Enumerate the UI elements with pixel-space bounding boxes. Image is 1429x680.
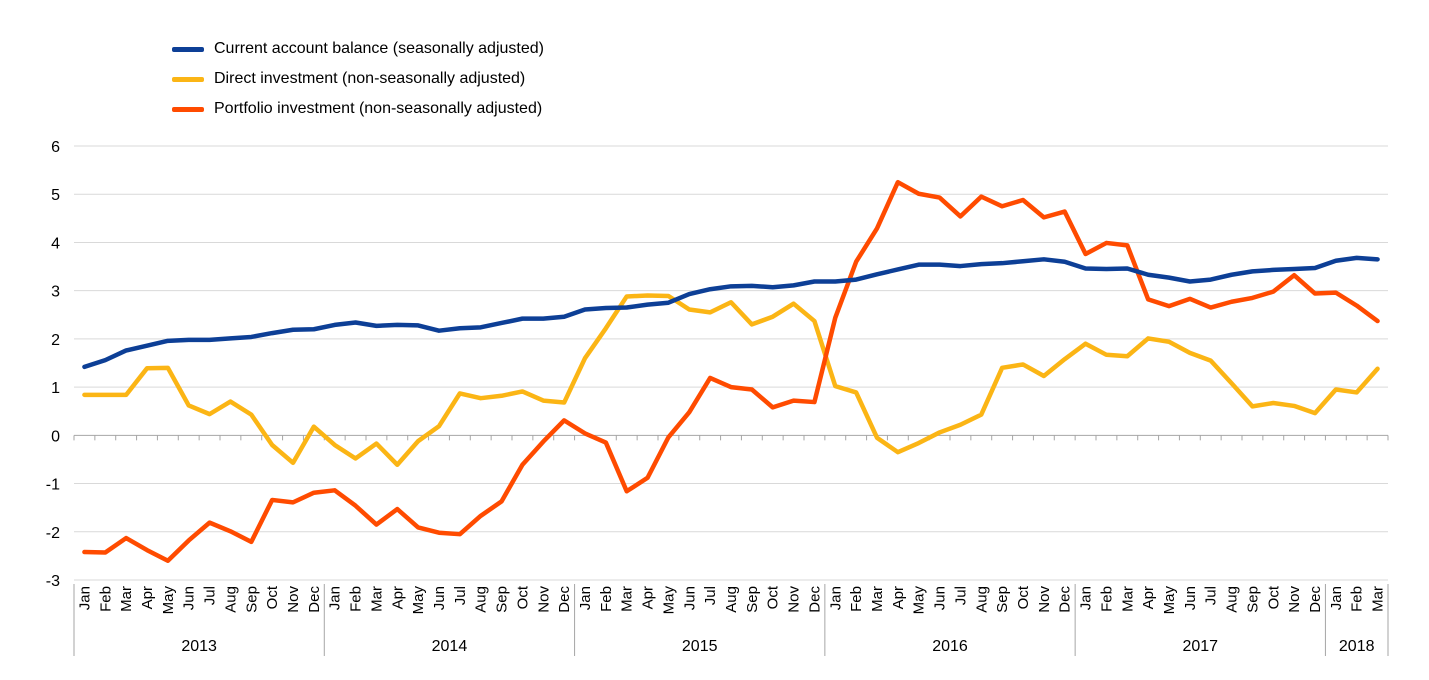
x-month-label: Jan (1078, 586, 1095, 610)
x-month-label: Jul (1203, 586, 1220, 605)
x-month-label: Oct (1265, 585, 1282, 609)
legend-item-portfolio-investment: Portfolio investment (non-seasonally adj… (172, 94, 544, 124)
x-month-label: Apr (1140, 586, 1157, 609)
x-month-label: Jul (702, 586, 719, 605)
x-month-label: Feb (848, 586, 865, 612)
y-tick-label: -3 (46, 573, 60, 590)
x-month-label: Nov (786, 586, 803, 613)
x-month-label: Mar (368, 586, 385, 612)
x-month-label: Nov (535, 586, 552, 613)
gridlines (74, 145, 1388, 581)
legend-swatch-direct-investment (172, 76, 204, 82)
x-month-label: Jun (932, 586, 949, 610)
x-month-label: Apr (139, 586, 156, 609)
x-month-label: Dec (1057, 586, 1074, 613)
x-month-label: Jan (1328, 586, 1345, 610)
legend-item-direct-investment: Direct investment (non-seasonally adjust… (172, 64, 544, 94)
x-month-label: Dec (806, 586, 823, 613)
x-month-label: Jan (327, 586, 344, 610)
x-month-label: Jun (1182, 586, 1199, 610)
y-tick-label: 3 (51, 284, 60, 301)
x-month-label: Aug (222, 586, 239, 613)
x-year-label: 2017 (1182, 638, 1218, 655)
x-month-label: Aug (723, 586, 740, 613)
x-month-label: Sep (243, 586, 260, 613)
x-month-label: Sep (994, 586, 1011, 613)
x-month-label: May (911, 586, 928, 615)
x-month-label: Jan (827, 586, 844, 610)
series-line-2 (82, 179, 1380, 563)
x-month-label: May (1161, 586, 1178, 615)
x-month-label: Oct (514, 585, 531, 609)
series-lines (82, 179, 1380, 563)
series-line-0 (82, 255, 1380, 370)
y-axis: 6 5 4 3 2 1 0 -1 -2 -3 (46, 139, 60, 590)
y-tick-label: 5 (51, 187, 60, 204)
x-month-label: Mar (1370, 586, 1387, 612)
x-month-label: Mar (869, 586, 886, 612)
x-month-label: Sep (1244, 586, 1261, 613)
x-month-label: Nov (1286, 586, 1303, 613)
x-month-label: Sep (744, 586, 761, 613)
x-month-label: Jan (577, 586, 594, 610)
y-tick-label: -2 (46, 525, 60, 542)
legend: Current account balance (seasonally adju… (172, 34, 544, 124)
y-tick-label: 1 (51, 380, 60, 397)
series-line-1 (82, 293, 1380, 467)
x-month-label: Nov (1036, 586, 1053, 613)
y-tick-label: 0 (51, 428, 60, 445)
x-month-label: Jul (452, 586, 469, 605)
x-axis: Jan Feb Mar Apr May Jun Jul Aug Sep Oct Nov Dec2013… (73, 434, 1389, 656)
x-month-label: Aug (973, 586, 990, 613)
x-year-label: 2013 (181, 638, 217, 655)
x-month-label: Feb (598, 586, 615, 612)
x-month-label: Sep (494, 586, 511, 613)
y-tick-label: 6 (51, 139, 60, 156)
x-month-label: Jul (952, 586, 969, 605)
x-month-label: Dec (306, 586, 323, 613)
x-month-label: Oct (264, 585, 281, 609)
x-year-label: 2018 (1339, 638, 1375, 655)
x-month-label: Nov (285, 586, 302, 613)
x-month-label: Feb (1098, 586, 1115, 612)
legend-item-current-account: Current account balance (seasonally adju… (172, 34, 544, 64)
x-month-label: Feb (348, 586, 365, 612)
x-month-label: Jun (181, 586, 198, 610)
x-month-label: Dec (556, 586, 573, 613)
x-month-label: Aug (473, 586, 490, 613)
legend-swatch-portfolio-investment (172, 106, 204, 112)
y-tick-label: -1 (46, 477, 60, 494)
x-month-label: May (660, 586, 677, 615)
legend-swatch-current-account (172, 46, 204, 52)
legend-label-portfolio-investment: Portfolio investment (non-seasonally adj… (214, 100, 543, 117)
legend-label-current-account: Current account balance (seasonally adju… (214, 40, 544, 57)
x-month-label: Apr (389, 586, 406, 609)
x-month-label: May (410, 586, 427, 615)
x-month-label: Feb (1349, 586, 1366, 612)
x-month-label: Apr (890, 586, 907, 609)
y-tick-label: 4 (51, 235, 60, 252)
x-month-label: Jul (202, 586, 219, 605)
x-month-label: Oct (765, 585, 782, 609)
legend-label-direct-investment: Direct investment (non-seasonally adjust… (214, 70, 526, 87)
x-month-label: Jan (76, 586, 93, 610)
x-month-label: Dec (1307, 586, 1324, 613)
x-month-label: Oct (1015, 585, 1032, 609)
x-month-label: Feb (97, 586, 114, 612)
x-month-label: May (160, 586, 177, 615)
x-month-label: Mar (1119, 586, 1136, 612)
x-month-label: Mar (619, 586, 636, 612)
x-year-label: 2014 (432, 638, 468, 655)
x-month-label: Mar (118, 586, 135, 612)
x-year-label: 2015 (682, 638, 718, 655)
x-month-label: Jun (681, 586, 698, 610)
y-tick-label: 2 (51, 332, 60, 349)
x-year-label: 2016 (932, 638, 968, 655)
x-month-label: Apr (640, 586, 657, 609)
x-month-label: Jun (431, 586, 448, 610)
x-month-label: Aug (1224, 586, 1241, 613)
